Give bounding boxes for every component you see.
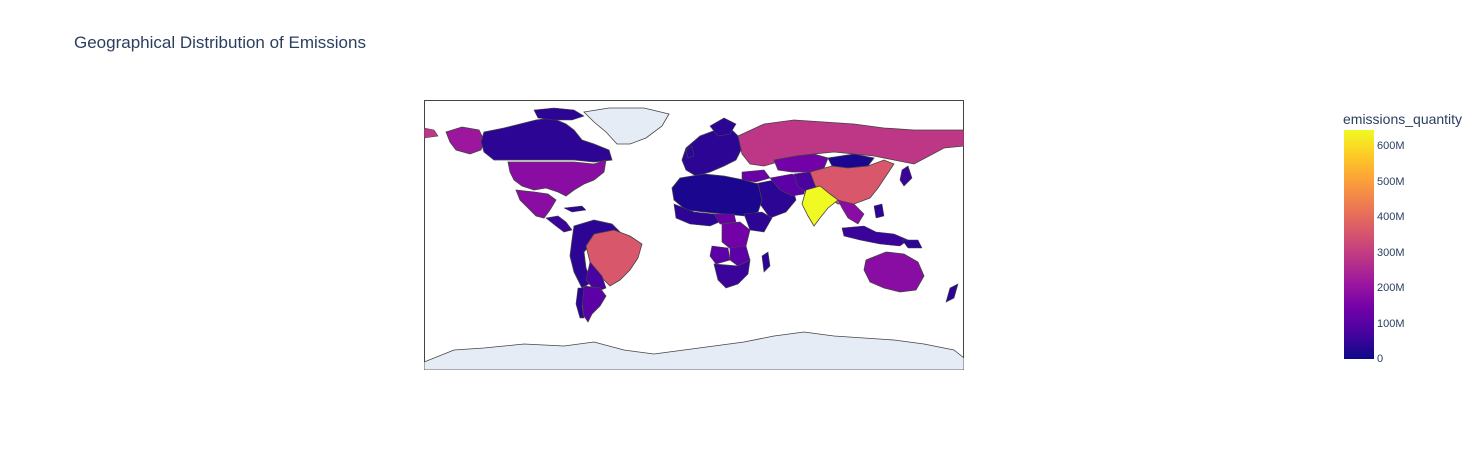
region-caribbean[interactable]	[563, 205, 587, 213]
region-antarctica[interactable]	[424, 331, 964, 370]
region-new-zealand[interactable]	[945, 283, 959, 303]
colorbar-title: emissions_quantity	[1343, 111, 1463, 127]
region-united-states[interactable]	[507, 159, 607, 197]
region-west-africa[interactable]	[673, 203, 725, 227]
region-russia-west-edge[interactable]	[424, 127, 439, 139]
region-south-america-north[interactable]	[569, 219, 623, 289]
region-united-kingdom[interactable]	[685, 145, 695, 159]
region-papua-new-guinea[interactable]	[901, 239, 923, 249]
region-central-african-republic[interactable]	[713, 213, 737, 225]
world-map[interactable]	[424, 100, 964, 370]
colorbar-tick: 600M	[1377, 140, 1405, 152]
region-mexico[interactable]	[515, 189, 557, 219]
colorbar-tick: 100M	[1377, 318, 1405, 330]
region-brazil[interactable]	[585, 229, 643, 287]
region-turkey[interactable]	[741, 169, 771, 183]
region-southeast-asia[interactable]	[837, 199, 865, 225]
region-philippines[interactable]	[873, 203, 885, 219]
map-plot-area[interactable]	[424, 100, 964, 370]
colorbar-gradient	[1344, 130, 1374, 359]
colorbar-tick: 200M	[1377, 282, 1405, 294]
colorbar-tick: 400M	[1377, 211, 1405, 223]
colorbar-tick: 0	[1377, 353, 1384, 365]
region-canada[interactable]	[480, 117, 613, 163]
region-central-america[interactable]	[545, 215, 573, 233]
region-alaska[interactable]	[445, 126, 485, 155]
chart-title: Geographical Distribution of Emissions	[74, 33, 366, 52]
colorbar	[1344, 130, 1374, 359]
region-chile[interactable]	[575, 287, 585, 319]
region-australia[interactable]	[863, 251, 925, 293]
region-japan[interactable]	[899, 165, 913, 187]
region-southern-africa[interactable]	[713, 259, 751, 289]
region-east-africa[interactable]	[743, 211, 773, 233]
colorbar-tick: 300M	[1377, 247, 1405, 259]
region-madagascar[interactable]	[761, 251, 771, 273]
region-india[interactable]	[801, 185, 839, 227]
region-argentina[interactable]	[581, 285, 607, 323]
region-angola[interactable]	[709, 245, 731, 265]
region-greenland[interactable]	[583, 107, 670, 145]
region-canada-islands[interactable]	[533, 107, 585, 121]
region-scandinavia[interactable]	[709, 117, 737, 137]
colorbar-tick: 500M	[1377, 176, 1405, 188]
colorbar-ticks: 0 100M 200M 300M 400M 500M 600M	[1377, 130, 1437, 365]
